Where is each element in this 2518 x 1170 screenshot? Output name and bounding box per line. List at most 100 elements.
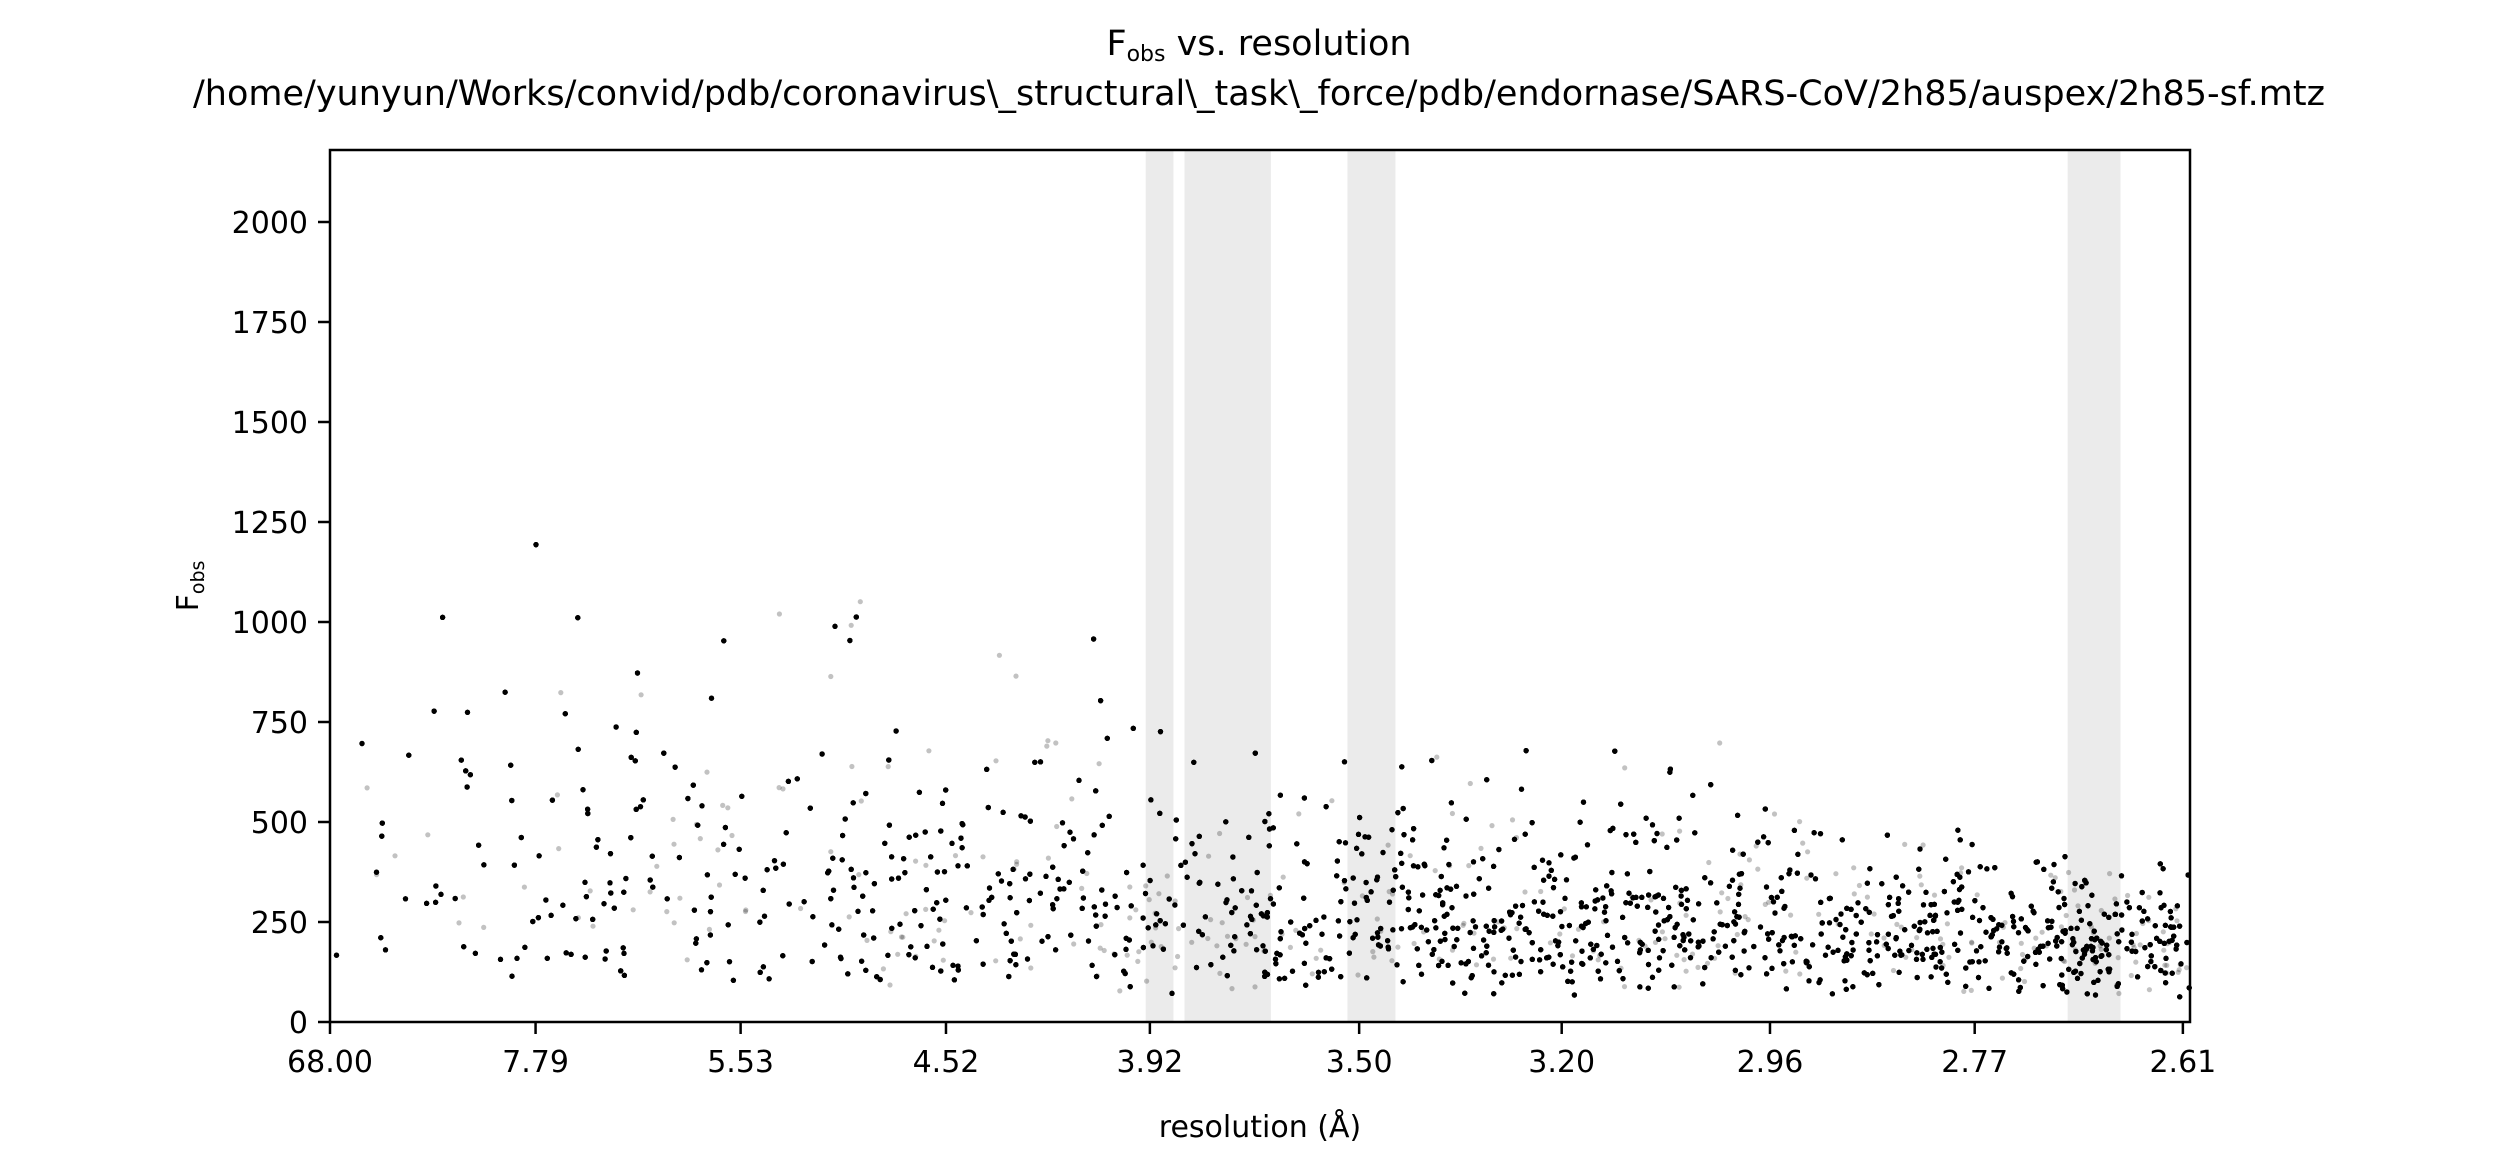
data-point	[952, 853, 959, 859]
data-point	[1150, 943, 1156, 949]
data-point	[1502, 972, 1508, 978]
data-point	[2054, 943, 2060, 949]
data-point	[1695, 964, 1701, 971]
data-point	[1622, 765, 1628, 771]
data-point	[1683, 912, 1689, 918]
data-point	[1244, 894, 1251, 901]
data-point	[1112, 893, 1118, 899]
data-point	[1683, 968, 1689, 974]
ice-ring-bands	[1145, 150, 2121, 1022]
data-point	[1667, 766, 1673, 772]
data-point	[1309, 971, 1315, 977]
data-point	[1127, 915, 1133, 921]
data-point	[1014, 861, 1020, 867]
data-point	[1569, 953, 1576, 959]
data-point	[1045, 934, 1051, 940]
data-point	[583, 894, 590, 900]
data-point	[1996, 939, 2003, 945]
chart-title: Fobs vs. resolution	[0, 24, 2518, 75]
data-point	[2097, 943, 2103, 949]
data-point	[1893, 936, 1899, 942]
data-point	[1172, 965, 1178, 971]
data-point	[1569, 959, 1575, 965]
data-point	[1547, 940, 1553, 946]
data-point	[1746, 857, 1752, 863]
data-point	[1301, 960, 1307, 966]
data-point	[575, 615, 581, 621]
data-point	[895, 951, 901, 957]
data-point	[1696, 901, 1702, 907]
data-point	[2162, 970, 2168, 976]
data-point	[1148, 939, 1154, 945]
data-point	[849, 763, 855, 770]
data-point	[1762, 901, 1768, 908]
data-point	[1378, 928, 1384, 934]
data-point	[889, 876, 895, 882]
data-point	[2068, 925, 2074, 932]
data-point	[1676, 984, 1682, 990]
data-point	[2098, 907, 2104, 914]
data-point	[1327, 956, 1333, 962]
data-point	[647, 889, 653, 895]
data-point	[2062, 958, 2068, 965]
data-point	[926, 748, 932, 754]
data-point	[959, 821, 965, 827]
data-point	[1940, 962, 1946, 969]
data-point	[1471, 930, 1477, 936]
data-point	[1279, 931, 1285, 937]
data-point	[1117, 988, 1123, 994]
data-point	[1771, 811, 1778, 817]
data-point	[374, 872, 380, 878]
data-point	[1937, 936, 1944, 942]
data-point	[1249, 916, 1255, 923]
data-point	[2000, 924, 2006, 930]
data-point	[1755, 866, 1761, 872]
data-point	[1914, 935, 1920, 941]
data-point	[1922, 919, 1928, 925]
data-point	[2131, 944, 2137, 951]
data-point	[1851, 865, 1857, 871]
data-point	[856, 872, 862, 878]
data-point	[857, 599, 863, 605]
data-point	[2022, 956, 2028, 963]
data-point	[2033, 935, 2039, 941]
data-point	[776, 611, 783, 617]
data-point	[2115, 955, 2121, 961]
data-point	[742, 908, 749, 915]
data-point	[1755, 839, 1761, 845]
data-point	[1467, 780, 1473, 787]
data-point	[1513, 835, 1520, 841]
data-point	[1918, 882, 1924, 888]
data-point	[940, 957, 946, 963]
data-point	[1176, 926, 1182, 932]
data-point	[1684, 897, 1691, 903]
data-point	[1848, 906, 1854, 913]
data-point	[2162, 962, 2168, 968]
data-point	[1788, 933, 1794, 940]
data-point	[1252, 934, 1258, 940]
data-point	[913, 858, 919, 864]
data-point	[743, 907, 749, 913]
data-point	[1260, 943, 1266, 949]
data-point	[888, 929, 894, 935]
data-point	[2125, 892, 2131, 899]
data-point	[1406, 895, 1412, 901]
data-point	[1719, 890, 1725, 896]
data-point	[1460, 922, 1466, 928]
data-point	[798, 905, 804, 912]
data-point	[1293, 927, 1299, 934]
data-point	[1354, 917, 1360, 923]
data-point	[521, 884, 528, 890]
data-point	[2116, 939, 2122, 945]
data-point	[1732, 970, 1738, 976]
data-point	[1734, 931, 1740, 938]
data-point	[677, 895, 683, 901]
data-point	[1123, 946, 1129, 953]
data-point	[2173, 906, 2179, 912]
data-point	[1805, 849, 1811, 855]
data-point	[650, 884, 656, 890]
data-point	[1252, 984, 1258, 990]
data-point	[1261, 948, 1267, 954]
data-point	[1597, 953, 1603, 959]
data-point	[585, 806, 591, 812]
